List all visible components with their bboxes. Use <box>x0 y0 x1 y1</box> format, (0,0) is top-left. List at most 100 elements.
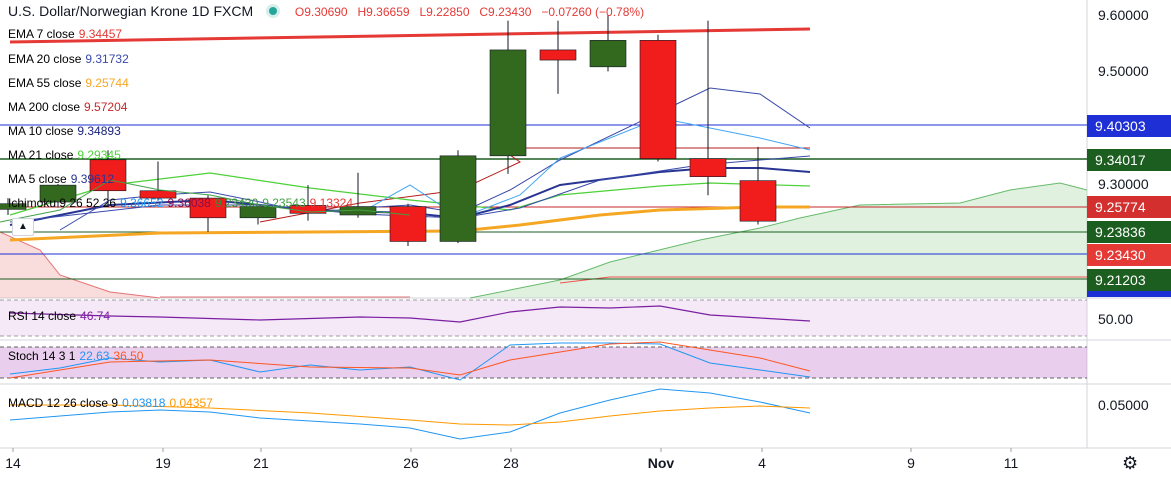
ma200-line <box>9 27 811 44</box>
stoch-d-value: 36.50 <box>113 349 144 363</box>
legend-label: EMA 20 close <box>8 52 82 66</box>
x-tick: 26 <box>403 455 419 471</box>
ichimoku-base-line <box>259 147 810 223</box>
ichimoku-conversion: 9.36652 <box>120 196 164 210</box>
ema55-line <box>9 205 810 242</box>
candle-body <box>439 155 477 242</box>
collapse-legend-button[interactable]: ▲ <box>12 218 34 236</box>
low-value: L9.22850 <box>419 5 470 19</box>
candle-body <box>639 40 677 159</box>
change-value: −0.07260 (−0.78%) <box>541 5 645 19</box>
x-tick: Nov <box>647 455 675 471</box>
price-tag-ma200-edge <box>1087 291 1171 297</box>
price-tag-ma5: 9.40303 <box>1087 115 1171 137</box>
legend-label: MA 200 close <box>8 100 81 114</box>
ichimoku-lead2-line <box>0 231 161 299</box>
legend-ma5[interactable]: MA 5 close 9.39612 <box>8 171 114 187</box>
legend-value: 9.39612 <box>70 172 115 186</box>
x-tick: 28 <box>503 455 519 471</box>
ichimoku-lead1: 9.23543 <box>262 196 306 210</box>
ichimoku-lead2-right <box>559 276 1087 284</box>
legend-value: 9.31732 <box>85 52 129 66</box>
stoch-label: Stoch 14 3 1 <box>8 349 76 363</box>
macd-value: 0.03818 <box>122 396 166 410</box>
candle-body <box>689 158 727 177</box>
ma5-line <box>59 87 811 231</box>
data-source: FXCM <box>213 3 254 19</box>
high-value: H9.36659 <box>357 5 410 19</box>
legend-label: MA 21 close <box>8 148 74 162</box>
price-tag-ichimoku-lead2: 9.21203 <box>1087 269 1171 291</box>
legend-ma10[interactable]: MA 10 close 9.34893 <box>8 123 121 139</box>
legend-ma21[interactable]: MA 21 close 9.29345 <box>8 147 121 163</box>
stoch-legend[interactable]: Stoch 14 3 1 22.63 36.50 <box>8 348 143 364</box>
legend-label: EMA 7 close <box>8 27 75 41</box>
open-value: O9.30690 <box>294 5 348 19</box>
legend-label: Ichimoku 9 26 52 26 <box>8 196 117 210</box>
ichimoku-lagging-line <box>0 179 411 223</box>
symbol-name[interactable]: U.S. Dollar/Norwegian Krone <box>8 3 188 19</box>
ichimoku-cloud <box>470 183 1087 298</box>
price-tag-ema55: 9.25774 <box>1087 196 1171 218</box>
ichimoku-base: 9.36038 <box>167 196 211 210</box>
rsi-axis-label: 50.00 <box>1098 311 1134 327</box>
stoch-k-value: 22.63 <box>79 349 110 363</box>
candle-body <box>589 40 627 68</box>
macd-label: MACD 12 26 close 9 <box>8 396 119 410</box>
legend-ichimoku[interactable]: Ichimoku 9 26 52 26 9.36652 9.36038 9.23430… <box>8 195 353 211</box>
x-tick: 19 <box>155 455 171 471</box>
ichimoku-lead2: 9.13324 <box>309 196 354 210</box>
x-tick: 11 <box>1003 455 1019 471</box>
candle-body <box>189 197 227 219</box>
candle-body <box>89 159 127 192</box>
status-dot-icon <box>269 7 277 15</box>
x-tick: 21 <box>253 455 269 471</box>
macd-legend[interactable]: MACD 12 26 close 9 0.03818 0.04357 <box>8 395 213 411</box>
legend-ma200[interactable]: MA 200 close 9.57204 <box>8 99 127 115</box>
gear-icon[interactable]: ⚙ <box>1122 453 1139 473</box>
price-tag-ichimoku-lead1: 9.23836 <box>1087 221 1171 243</box>
chart-header: U.S. Dollar/Norwegian Krone 1D FXCM O9.3… <box>8 3 644 19</box>
legend-label: MA 5 close <box>8 172 67 186</box>
legend-value: 9.34457 <box>78 27 123 41</box>
x-tick: 14 <box>5 455 21 471</box>
rsi-band <box>0 300 1087 336</box>
ichimoku-cloud-red <box>0 232 160 298</box>
legend-value: 9.57204 <box>84 100 128 114</box>
rsi-label: RSI 14 close <box>8 309 77 323</box>
price-axis-label: 9.60000 <box>1098 7 1149 23</box>
legend-ema7[interactable]: EMA 7 close 9.34457 <box>8 26 122 42</box>
legend-label: EMA 55 close <box>8 76 82 90</box>
candle-body <box>0 203 27 210</box>
candle-body <box>389 206 427 242</box>
macd-line <box>9 388 811 440</box>
x-tick: 4 <box>758 455 766 471</box>
price-tag-ema7: 9.34017 <box>1087 149 1171 171</box>
legend-value: 9.25744 <box>85 76 129 90</box>
price-axis-label: 9.50000 <box>1098 63 1149 79</box>
interval[interactable]: 1D <box>191 3 210 19</box>
price-axis-label: 9.30000 <box>1098 176 1149 192</box>
candle-body <box>539 49 577 61</box>
rsi-line <box>9 305 811 323</box>
macd-signal-line <box>10 404 811 426</box>
ichimoku-lead1-line <box>469 182 1088 299</box>
close-value: C9.23430 <box>479 5 532 19</box>
legend-ema20[interactable]: EMA 20 close 9.31732 <box>8 51 129 67</box>
candle-body <box>739 180 777 222</box>
legend-ema55[interactable]: EMA 55 close 9.25744 <box>8 75 129 91</box>
candle-body <box>139 190 177 199</box>
stoch-band <box>0 347 1087 378</box>
candle-body <box>239 206 277 219</box>
rsi-legend[interactable]: RSI 14 close 46.74 <box>8 308 110 324</box>
rsi-value: 46.74 <box>80 309 111 323</box>
price-tag-close: 9.23430 <box>1087 244 1171 266</box>
macd-axis-label: 0.05000 <box>1098 397 1149 413</box>
ichimoku-conversion-line <box>359 117 811 219</box>
chevron-up-icon: ▲ <box>18 221 28 232</box>
x-tick: 9 <box>907 455 915 471</box>
legend-value: 9.34893 <box>77 124 121 138</box>
legend-value: 9.29345 <box>77 148 121 162</box>
